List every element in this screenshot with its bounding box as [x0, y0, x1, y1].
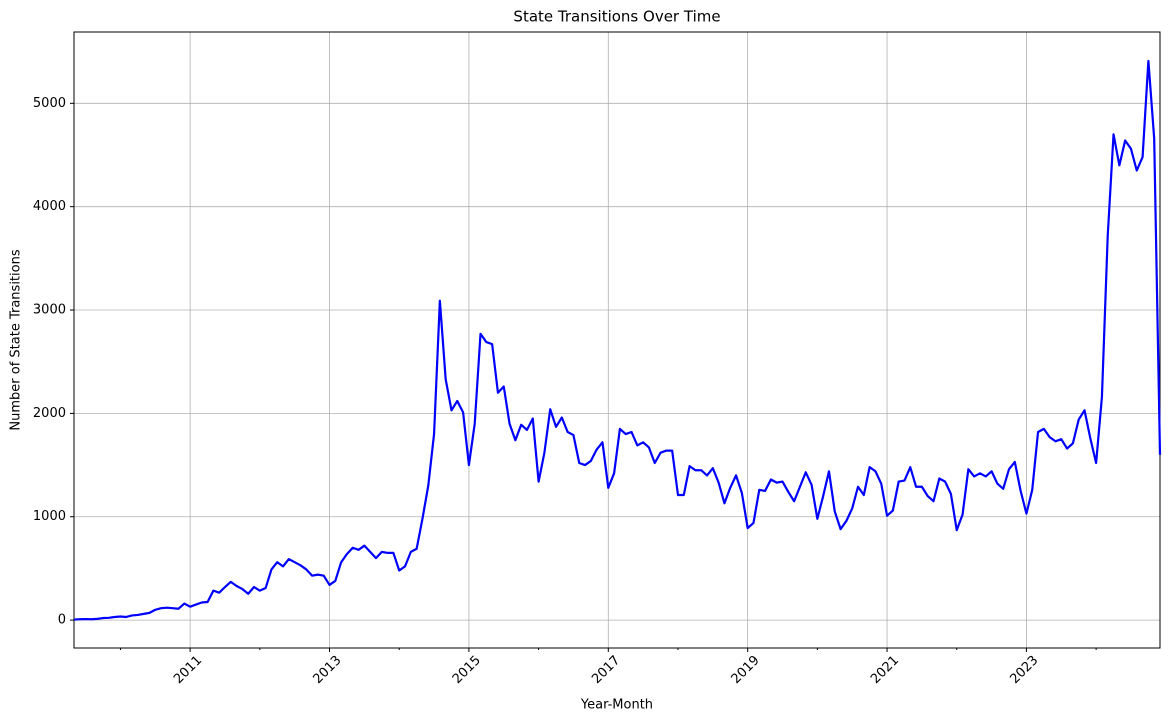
x-tick-label: 2023: [1007, 653, 1041, 687]
y-tick-label: 1000: [33, 509, 66, 524]
y-tick-label: 2000: [33, 406, 66, 421]
plot-frame: [73, 31, 1161, 649]
y-tick-label: 4000: [33, 199, 66, 214]
x-axis-label: Year-Month: [580, 698, 653, 713]
x-tick-label: 2011: [171, 653, 205, 687]
y-tick-label: 5000: [33, 96, 66, 111]
y-tick-label: 3000: [33, 303, 66, 318]
chart-title: State Transitions Over Time: [513, 8, 720, 26]
x-tick-label: 2021: [868, 653, 902, 687]
x-tick-label: 2017: [589, 653, 623, 687]
y-tick-label: 0: [58, 613, 66, 628]
y-axis-label: Number of State Transitions: [9, 249, 24, 430]
x-tick-label: 2015: [450, 653, 484, 687]
x-tick-label: 2019: [729, 653, 763, 687]
x-tick-label: 2013: [311, 653, 345, 687]
data-line: [73, 59, 1162, 621]
